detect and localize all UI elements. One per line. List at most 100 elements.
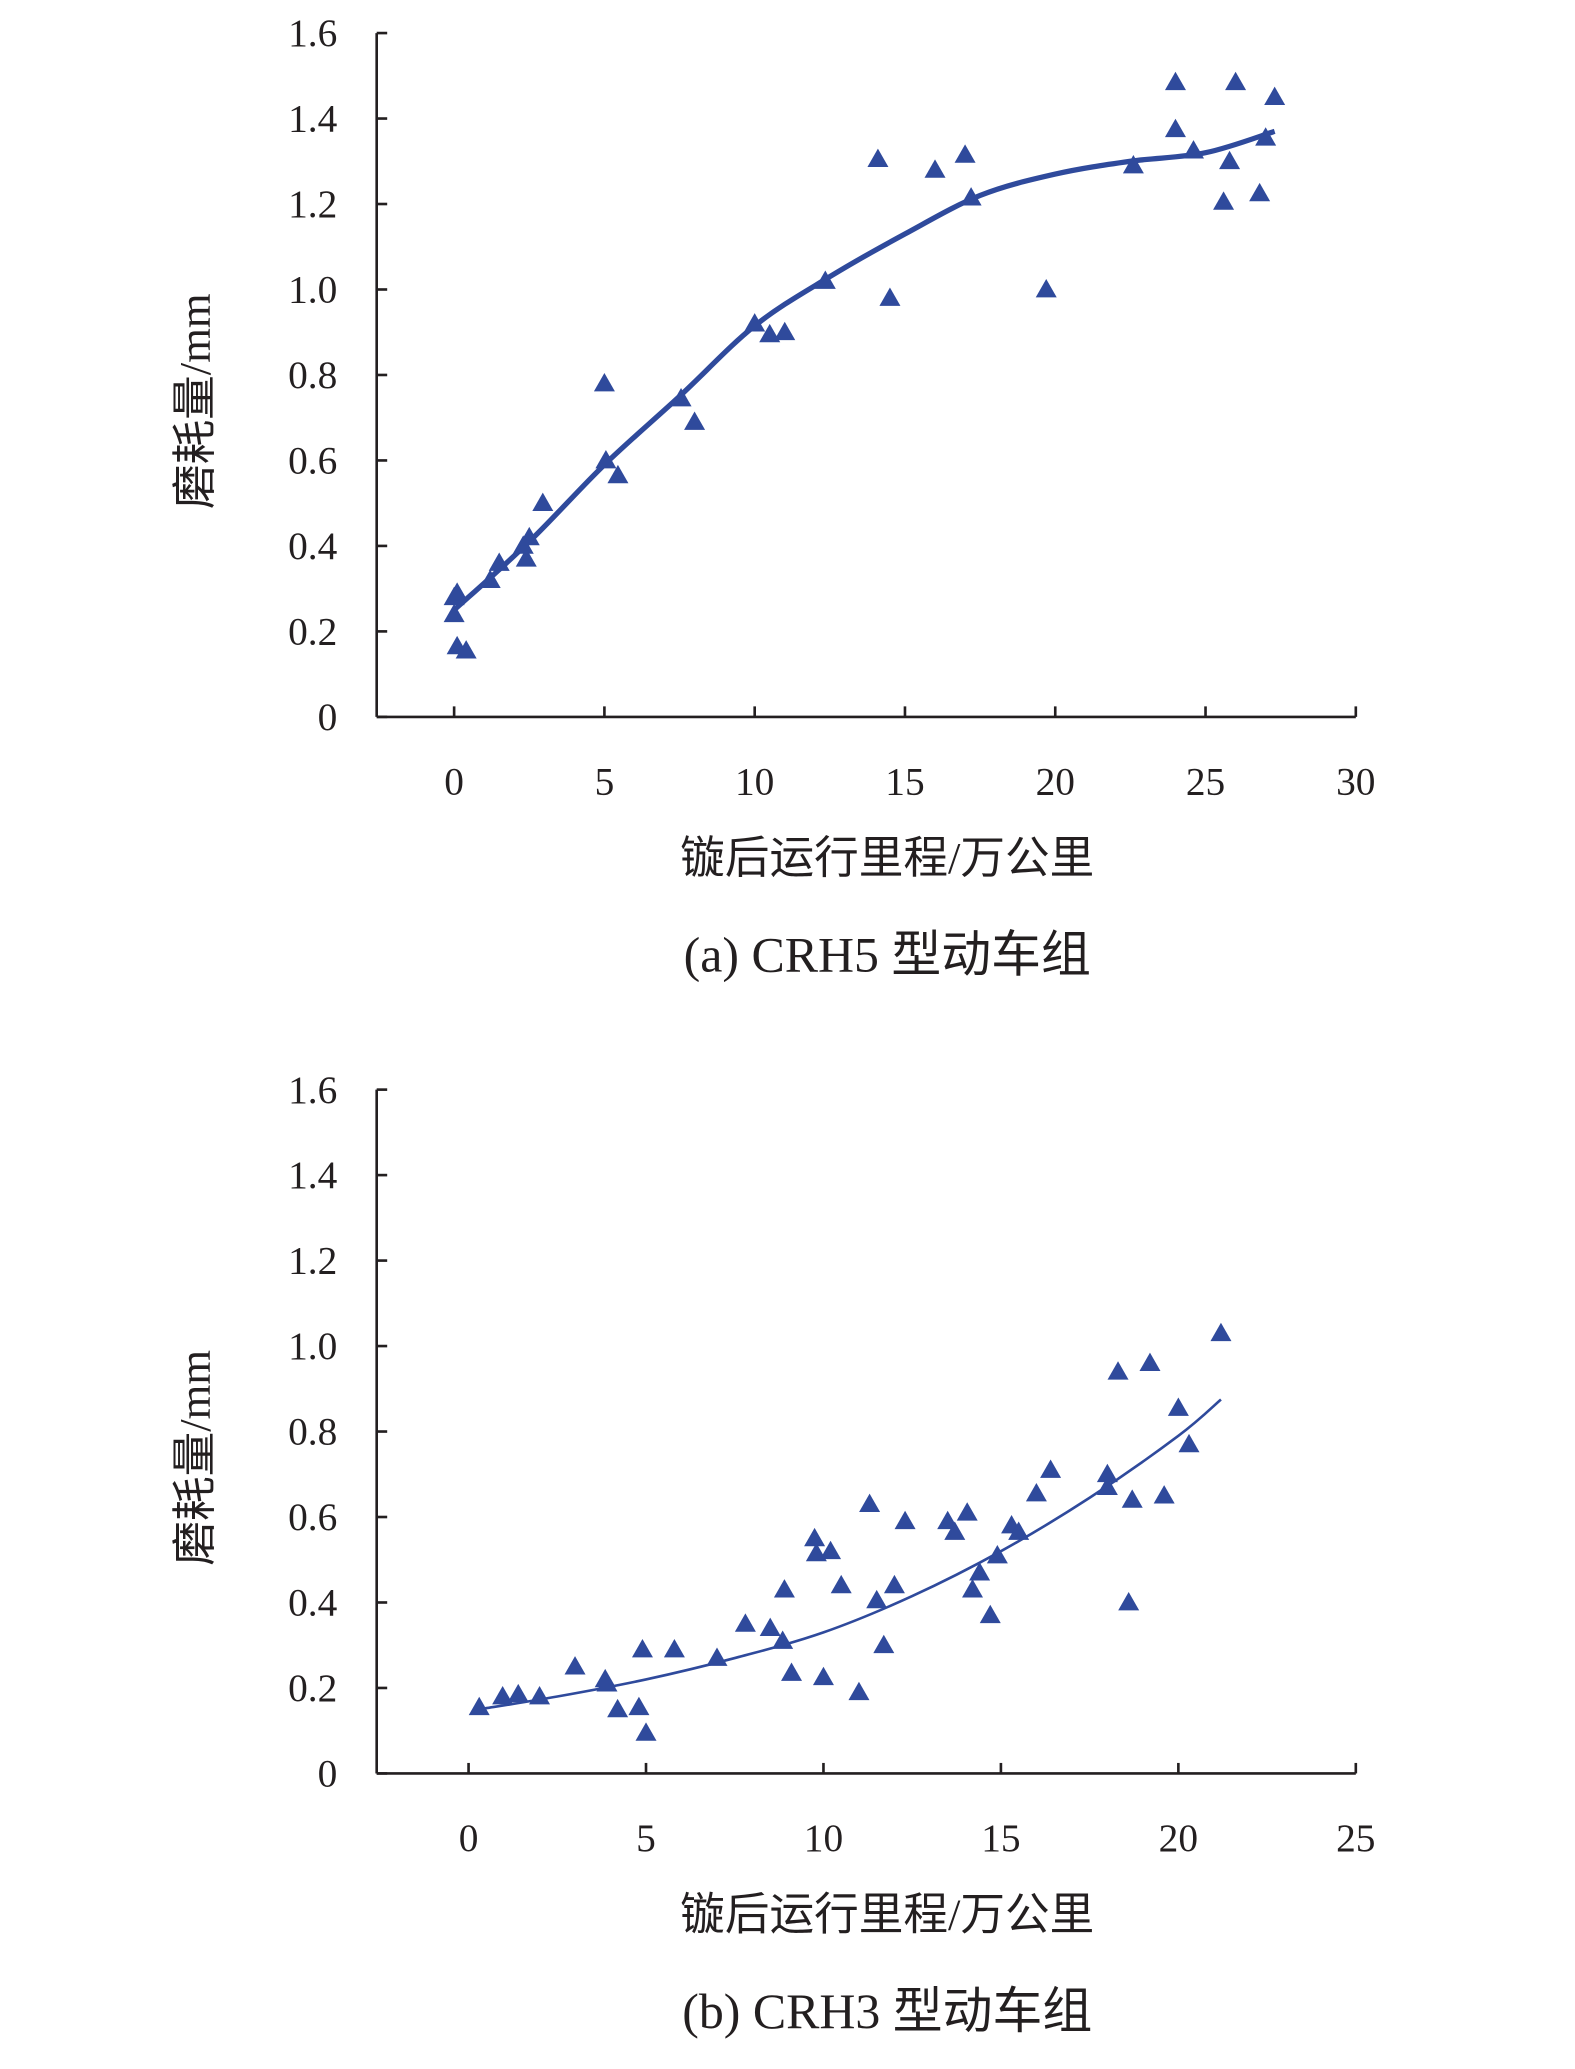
- x-tick-label: 20: [1036, 759, 1075, 803]
- y-tick-label: 0: [318, 695, 338, 739]
- data-point: [564, 1656, 586, 1675]
- y-tick-label: 0: [318, 1752, 338, 1796]
- data-point: [744, 313, 766, 332]
- data-point: [593, 373, 615, 392]
- data-point: [772, 1630, 794, 1649]
- data-point: [455, 640, 477, 659]
- data-point: [734, 1613, 756, 1632]
- x-tick-label: 25: [1336, 1816, 1375, 1860]
- data-point: [607, 1698, 629, 1718]
- y-tick-label: 1.0: [288, 1324, 337, 1368]
- data-point: [1219, 150, 1241, 170]
- data-point: [1167, 1397, 1189, 1416]
- data-point: [518, 526, 540, 546]
- data-point: [1255, 127, 1277, 146]
- y-tick-label: 0.4: [288, 524, 338, 568]
- y-tick-label: 1.4: [288, 97, 338, 141]
- data-point: [1210, 1322, 1232, 1342]
- data-point: [670, 387, 692, 407]
- data-point: [944, 1521, 966, 1540]
- x-tick-label: 15: [885, 759, 924, 803]
- data-point: [894, 1510, 916, 1530]
- data-point: [1096, 1476, 1118, 1495]
- data-point: [529, 1686, 551, 1705]
- data-point: [1118, 1591, 1140, 1611]
- data-point: [979, 1604, 1001, 1624]
- data-point: [986, 1544, 1008, 1564]
- data-point: [1096, 1463, 1118, 1483]
- y-tick-label: 0.2: [288, 610, 337, 654]
- data-point: [631, 1638, 653, 1658]
- y-tick-label: 0.6: [288, 439, 337, 483]
- data-point: [873, 1634, 895, 1654]
- data-point: [879, 287, 901, 306]
- data-point: [1121, 1489, 1143, 1508]
- data-point: [596, 1673, 618, 1692]
- data-point: [1183, 140, 1205, 159]
- data-point: [1178, 1433, 1200, 1453]
- data-point: [969, 1562, 991, 1581]
- y-tick-label: 0.8: [288, 353, 337, 397]
- data-point: [773, 1579, 795, 1598]
- y-tick-label: 0.4: [288, 1581, 338, 1625]
- trend-line: [478, 1398, 1222, 1711]
- data-point: [820, 1540, 842, 1560]
- x-tick-label: 30: [1336, 759, 1375, 803]
- x-tick-label: 10: [735, 759, 774, 803]
- data-point: [1213, 191, 1235, 210]
- y-tick-label: 0.2: [288, 1666, 337, 1710]
- x-tick-label: 5: [636, 1816, 656, 1860]
- data-point: [804, 1527, 826, 1547]
- x-tick-label: 20: [1159, 1816, 1198, 1860]
- x-axis-label: 镟后运行里程/万公里: [680, 1890, 1094, 1940]
- y-axis-label: 磨耗量/mm: [170, 293, 220, 509]
- data-point: [443, 603, 465, 623]
- data-point: [1025, 1483, 1047, 1502]
- data-point: [684, 411, 706, 430]
- data-point: [507, 1683, 529, 1703]
- data-point: [1225, 71, 1247, 91]
- data-point: [759, 1617, 781, 1637]
- data-point: [848, 1681, 870, 1701]
- y-tick-label: 1.6: [288, 11, 337, 55]
- y-tick-label: 0.6: [288, 1495, 337, 1539]
- x-tick-label: 0: [444, 759, 464, 803]
- data-point: [515, 548, 537, 567]
- data-point: [812, 1666, 834, 1686]
- data-point: [468, 1696, 490, 1716]
- data-point: [924, 159, 946, 178]
- data-point: [1139, 1352, 1161, 1372]
- y-tick-label: 1.2: [288, 1239, 337, 1283]
- data-point: [1040, 1459, 1062, 1478]
- chart-b: 0 0.2 0.4 0.6 0.8 1.0 1.2 1.4 1.6 0 5 10 15 20 25 镟后运行里…: [170, 1068, 1375, 2039]
- y-tick-label: 1.0: [288, 268, 337, 312]
- data-point: [628, 1696, 650, 1716]
- data-point: [960, 187, 982, 206]
- data-point: [937, 1510, 959, 1530]
- x-tick-label: 5: [595, 759, 615, 803]
- data-point: [663, 1638, 685, 1658]
- x-tick-label: 0: [459, 1816, 479, 1860]
- data-point: [1264, 86, 1286, 106]
- y-tick-label: 1.2: [288, 182, 337, 226]
- y-tick-label: 0.8: [288, 1410, 337, 1454]
- data-point: [830, 1574, 852, 1594]
- x-axis-label: 镟后运行里程/万公里: [680, 833, 1094, 883]
- data-point: [1153, 1485, 1175, 1504]
- data-point: [532, 492, 554, 512]
- data-point: [479, 569, 501, 588]
- data-point: [1249, 182, 1271, 202]
- data-point: [774, 321, 796, 341]
- data-point: [859, 1493, 881, 1513]
- data-point: [1008, 1521, 1030, 1540]
- y-tick-label: 1.6: [288, 1068, 337, 1112]
- data-point: [1122, 155, 1144, 174]
- x-tick-label: 25: [1186, 759, 1225, 803]
- data-point: [954, 144, 976, 163]
- data-point: [866, 1589, 888, 1609]
- x-tick-label: 15: [981, 1816, 1020, 1860]
- data-point: [867, 148, 889, 168]
- chart-a: 0 0.2 0.4 0.6 0.8 1.0 1.2 1.4 1.6 0 5 10 15 20 25 30 镟后运…: [170, 11, 1375, 982]
- data-point: [446, 582, 468, 601]
- data-point: [706, 1647, 728, 1666]
